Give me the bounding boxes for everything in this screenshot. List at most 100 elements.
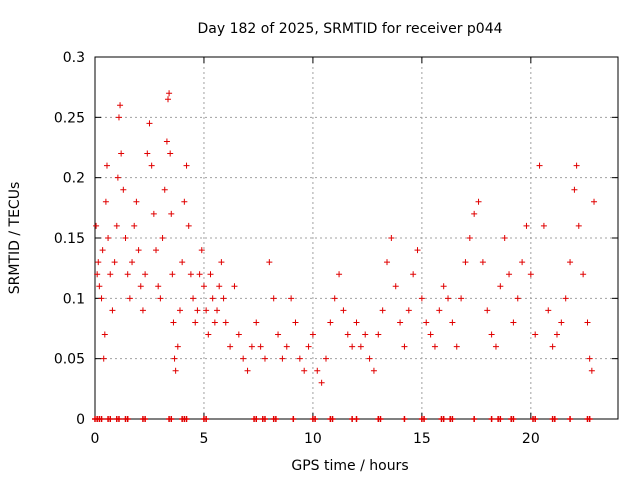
x-tick-label: 15 [413,431,431,447]
data-point [171,355,178,362]
data-point [100,355,107,362]
data-point [170,319,177,326]
data-point [227,343,234,350]
data-point [436,307,443,314]
x-tick-label: 10 [304,431,322,447]
zero-marker [329,416,336,422]
zero-marker [353,416,360,422]
data-point [288,295,295,302]
data-point [98,295,105,302]
zero-marker [168,416,175,422]
data-point [240,355,247,362]
data-point [205,331,212,338]
data-point [109,307,116,314]
data-point [235,331,242,338]
y-tick-label: 0 [76,412,85,428]
data-point [397,319,404,326]
zero-marker [471,416,478,422]
data-point [190,295,197,302]
zero-marker [261,416,268,422]
zero-marker [488,416,495,422]
data-point [211,319,218,326]
data-point [449,319,456,326]
data-points [93,90,598,386]
data-point [159,235,166,241]
data-point [137,283,144,290]
data-point [591,198,598,205]
zero-marker [272,416,279,422]
data-point [220,295,227,302]
data-point [340,307,347,314]
data-point [370,367,377,374]
data-point [118,150,125,157]
data-point [375,331,382,338]
zero-marker [290,416,297,422]
data-point [155,283,162,290]
data-point [192,319,199,326]
data-point [379,307,386,314]
data-point [392,283,399,290]
data-point [167,150,174,157]
data-point [580,271,587,278]
data-point [322,355,329,362]
data-point [218,259,225,266]
y-tick-label: 0.05 [54,352,85,368]
data-point [120,186,127,193]
data-point [301,367,308,374]
data-point [296,355,303,362]
data-point [501,235,508,241]
data-point [497,283,504,290]
data-point [453,343,460,350]
data-point [353,319,360,326]
data-point [445,295,452,302]
data-point [584,319,591,326]
data-point [144,150,151,157]
data-point [146,120,153,127]
data-point [536,162,543,169]
x-axis-label: GPS time / hours [291,458,408,474]
data-point [270,295,277,302]
zero-marker [421,416,428,422]
zero-marker [401,416,408,422]
zero-marker [510,416,517,422]
data-point [253,319,260,326]
data-point [362,331,369,338]
data-point [549,343,556,350]
data-point [571,186,578,193]
data-point [131,222,138,229]
data-point [558,319,565,326]
data-point [514,295,521,302]
zero-marker [377,416,384,422]
data-point [200,283,207,290]
data-point [567,259,574,266]
data-point [198,247,205,254]
data-point [135,247,142,254]
data-point [479,259,486,266]
y-axis-label: SRMTID / TECUs [7,182,23,295]
zero-marker [449,416,456,422]
data-point [523,222,530,229]
data-point [148,162,155,169]
data-point [519,259,526,266]
data-point [275,331,282,338]
data-point [163,138,170,145]
data-point [344,331,351,338]
data-point [510,319,517,326]
zero-marker [142,416,149,422]
data-point [357,343,364,350]
data-point [168,210,175,217]
data-point [553,331,560,338]
data-point [209,295,216,302]
data-point [431,343,438,350]
data-point [405,307,412,314]
y-axis-ticks: 0 0.05 0.1 0.15 0.2 0.25 0.3 [54,50,618,428]
data-point [588,367,595,374]
data-point [142,271,149,278]
zero-marker [440,416,447,422]
data-point [126,295,133,302]
data-point [99,247,106,254]
data-point [176,307,183,314]
x-axis-ticks: 0 5 10 15 20 [91,57,540,447]
data-point [203,307,210,314]
